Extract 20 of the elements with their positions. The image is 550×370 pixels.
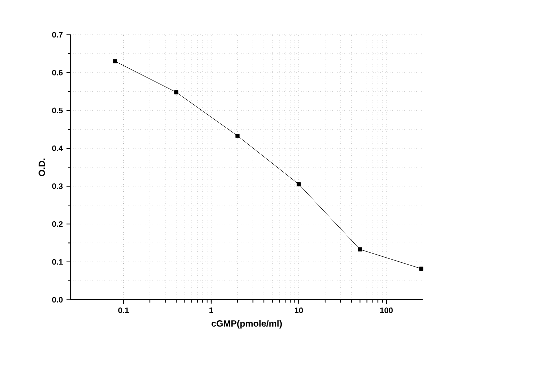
y-tick-label: 0.1 <box>52 259 63 265</box>
y-tick-label: 0.5 <box>52 108 63 114</box>
y-tick-label: 0.2 <box>52 221 63 228</box>
y-tick-label: 0.7 <box>52 32 63 38</box>
point <box>113 59 118 64</box>
x-tick-label: 0.1 <box>118 308 130 314</box>
point <box>296 182 302 187</box>
x-tick-label: 1 <box>210 308 214 314</box>
x-axis-title: cGMP(pmole/ml) <box>212 320 282 329</box>
y-tick-label: 0.0 <box>52 297 63 303</box>
point <box>358 248 362 252</box>
point <box>236 134 240 138</box>
point <box>419 266 424 271</box>
y-tick-label: 0.4 <box>52 146 64 152</box>
y-axis-title: O.D. <box>38 158 46 176</box>
x-tick-label: 10 <box>295 308 304 314</box>
y-tick-label: 0.3 <box>52 184 63 190</box>
x-tick-label: 100 <box>380 308 393 314</box>
point <box>174 90 179 95</box>
y-tick-label: 0.6 <box>52 70 63 76</box>
